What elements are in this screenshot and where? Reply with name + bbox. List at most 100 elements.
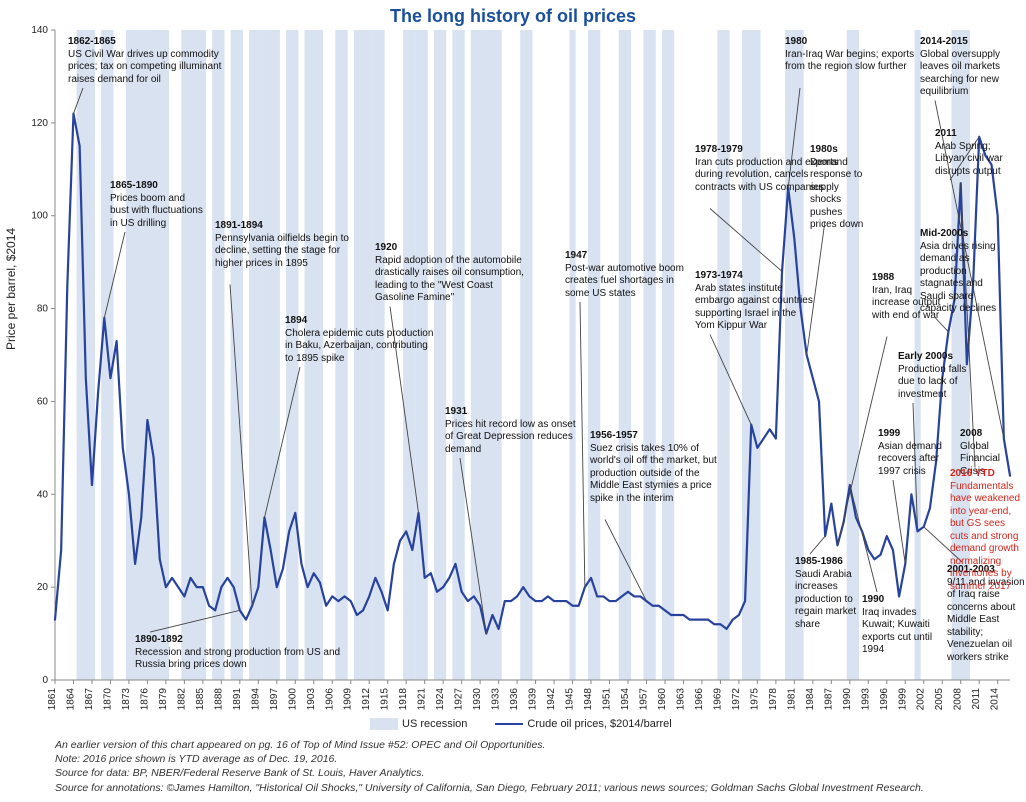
annotation-year: 1862-1865 (68, 36, 233, 49)
x-tick-label: 2014 (990, 688, 1001, 711)
x-tick-label: 1960 (657, 688, 668, 711)
x-tick-label: 1954 (620, 688, 631, 711)
x-tick-label: 1900 (287, 688, 298, 711)
annotation: 1865-1890Prices boom and bust with fluct… (110, 180, 205, 230)
legend-label: Crude oil prices, $2014/barrel (527, 718, 671, 730)
annotation: 1931Prices hit record low as onset of Gr… (445, 406, 585, 456)
annotation-year: 2014-2015 (920, 36, 1026, 49)
x-tick-label: 1897 (269, 688, 280, 711)
y-tick-label: 140 (31, 25, 48, 36)
annotation: 2014-2015Global oversupply leaves oil ma… (920, 36, 1026, 99)
x-tick-label: 1861 (47, 688, 58, 711)
y-tick-label: 120 (31, 118, 48, 129)
x-tick-label: 1870 (102, 688, 113, 711)
annotation-year: 1980 (785, 36, 915, 49)
x-tick-label: 1891 (232, 688, 243, 711)
x-tick-label: 1984 (805, 688, 816, 711)
annotation-text: Post-war automotive boom creates fuel sh… (565, 263, 684, 299)
x-tick-label: 1993 (860, 688, 871, 711)
recession-band (231, 30, 243, 680)
legend-label: US recession (402, 718, 467, 730)
annotation: 1985-1986Saudi Arabia increases producti… (795, 556, 860, 631)
annotation-text: Global oversupply leaves oil markets sea… (920, 49, 1000, 98)
annotation: 1990Iraq invades Kuwait; Kuwaiti exports… (862, 594, 942, 657)
annotation-year: 1931 (445, 406, 585, 419)
x-tick-label: 1915 (380, 688, 391, 711)
annotation-text: Suez crisis takes 10% of world's oil off… (590, 443, 717, 504)
annotation-year: 2016 YTD (950, 468, 1026, 481)
footnotes: An earlier version of this chart appeare… (55, 738, 924, 795)
annotation: 2016 YTDFundamentals have weakened into … (950, 468, 1026, 593)
x-tick-label: 2011 (971, 688, 982, 710)
x-tick-label: 1876 (139, 688, 150, 711)
annotation: 1891-1894Pennsylvania oilfields begin to… (215, 220, 350, 270)
annotation-year: 1973-1974 (695, 270, 815, 283)
annotation-text: Saudi Arabia increases production to reg… (795, 569, 856, 630)
y-tick-label: 60 (37, 396, 49, 407)
annotation-text: Arab Spring; Libyan civil war disrupts o… (935, 141, 1003, 177)
annotation-text: Arab states institute embargo against co… (695, 283, 813, 332)
x-tick-label: 1942 (546, 688, 557, 711)
annotation-text: Pennsylvania oilfields begin to decline,… (215, 233, 349, 269)
annotation-leader (893, 480, 905, 564)
y-tick-label: 20 (37, 582, 49, 593)
x-tick-label: 2005 (934, 688, 945, 711)
annotation-text: Rapid adoption of the automobile drastic… (375, 255, 524, 304)
annotation-text: US Civil War drives up commodity prices;… (68, 49, 221, 85)
x-tick-label: 1918 (398, 688, 409, 711)
annotation-year: 2008 (960, 428, 1020, 441)
y-tick-label: 0 (42, 675, 48, 686)
annotation: 1947Post-war automotive boom creates fue… (565, 250, 685, 300)
annotation-year: 1990 (862, 594, 942, 607)
footnote-line: Note: 2016 price shown is YTD average as… (55, 752, 924, 766)
y-tick-label: 40 (37, 489, 49, 500)
x-tick-label: 1963 (675, 688, 686, 711)
x-tick-label: 1951 (602, 688, 613, 711)
annotation-text: Prices boom and bust with fluctuations i… (110, 193, 203, 229)
x-tick-label: 1975 (749, 688, 760, 711)
annotation-year: 1865-1890 (110, 180, 205, 193)
annotation-year: 2011 (935, 128, 1020, 141)
annotation-year: Mid-2000s (920, 228, 998, 241)
annotation: 1980Iran-Iraq War begins; exports from t… (785, 36, 915, 74)
recession-band (785, 30, 791, 680)
legend: US recession Crude oil prices, $2014/barr… (370, 718, 700, 730)
recession-band (212, 30, 224, 680)
annotation: 2011Arab Spring; Libyan civil war disrup… (935, 128, 1020, 178)
x-tick-label: 1894 (250, 688, 261, 711)
annotation-text: Prices hit record low as onset of Great … (445, 419, 576, 455)
annotation-year: 1947 (565, 250, 685, 263)
x-tick-label: 1930 (472, 688, 483, 711)
x-tick-label: 1987 (823, 688, 834, 711)
legend-swatch-rect (370, 718, 398, 730)
annotation-text: Fundamentals have weakened into year-end… (950, 481, 1020, 592)
oil-price-chart: The long history of oil prices Price per… (0, 0, 1026, 802)
annotation: 1973-1974Arab states institute embargo a… (695, 270, 815, 333)
annotation-year: 1890-1892 (135, 634, 355, 647)
annotation-text: Asian demand recovers after 1997 crisis (878, 441, 942, 477)
footnote-line: Source for annotations: ©James Hamilton,… (55, 781, 924, 795)
recession-band (619, 30, 631, 680)
x-tick-label: 1924 (435, 688, 446, 711)
x-tick-label: 1969 (712, 688, 723, 711)
annotation: Mid-2000sAsia drives rising demand as pr… (920, 228, 998, 316)
annotation-text: Recession and strong production from US … (135, 647, 340, 671)
annotation-text: Iraq invades Kuwait; Kuwaiti exports cut… (862, 607, 932, 656)
recession-band (643, 30, 655, 680)
recession-band (569, 30, 575, 680)
x-tick-label: 1882 (176, 688, 187, 711)
x-tick-label: 1888 (213, 688, 224, 711)
y-tick-label: 80 (37, 304, 49, 315)
x-tick-label: 1885 (195, 688, 206, 711)
x-tick-label: 1933 (491, 688, 502, 711)
x-tick-label: 1939 (528, 688, 539, 711)
annotation: 1980sDemand response to supply shocks pu… (810, 144, 870, 232)
x-tick-label: 2002 (916, 688, 927, 711)
annotation-text: Cholera epidemic cuts production in Baku… (285, 328, 433, 364)
x-tick-label: 2008 (953, 688, 964, 711)
annotation-text: Demand response to supply shocks pushes … (810, 157, 863, 231)
annotation-year: 1980s (810, 144, 870, 157)
annotation: 1920Rapid adoption of the automobile dra… (375, 242, 530, 305)
annotation: 1999Asian demand recovers after 1997 cri… (878, 428, 948, 478)
x-tick-label: 1990 (842, 688, 853, 711)
